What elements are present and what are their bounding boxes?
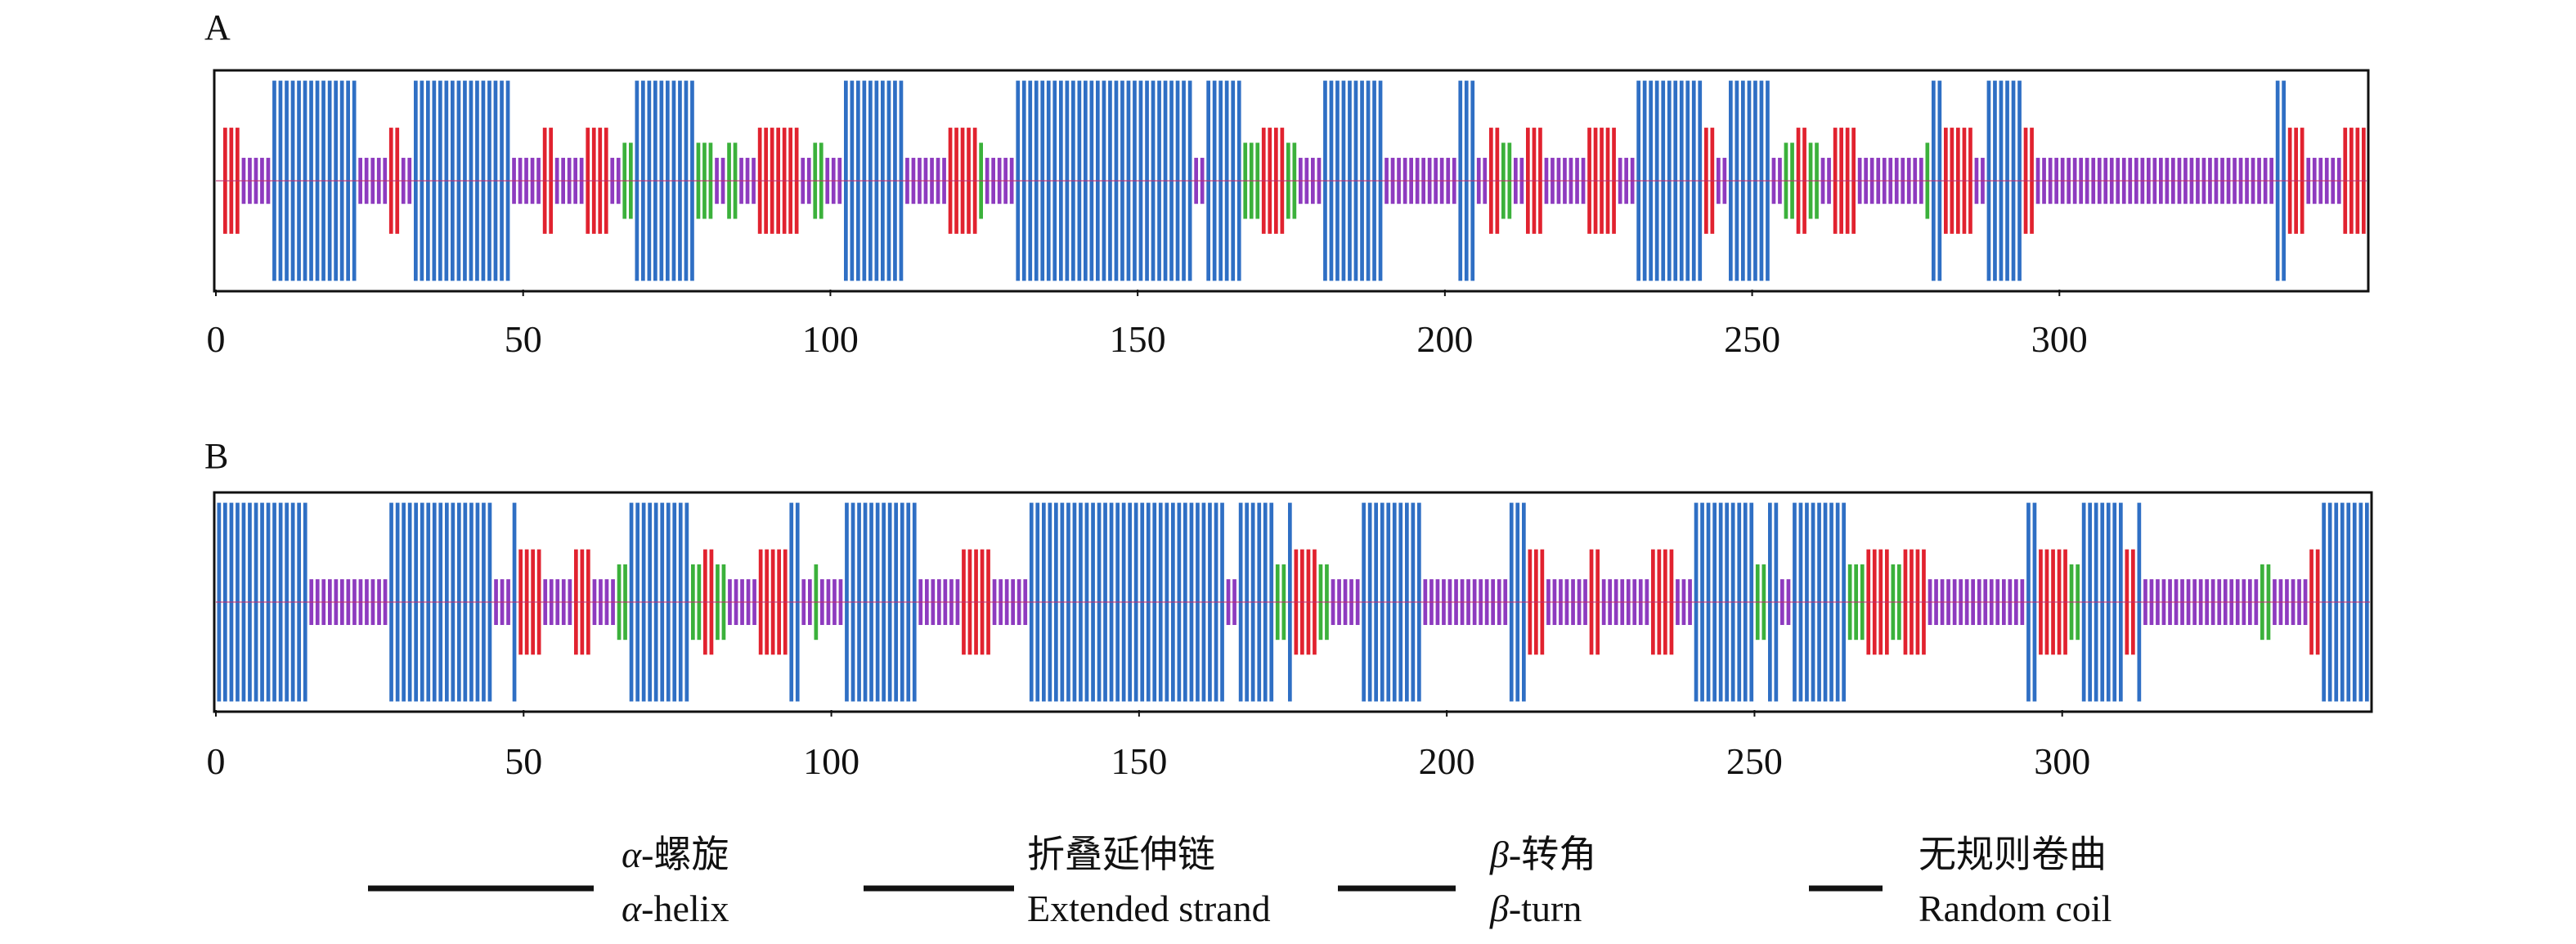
legend-coil-en: Random coil <box>1919 888 2112 929</box>
legend-strand-zh: 折叠延伸链 <box>1027 834 1215 875</box>
x-tick-label: 300 <box>2034 740 2090 782</box>
x-tick-label: 50 <box>505 740 542 782</box>
panel-a-marks <box>216 80 2367 281</box>
legend-strand-en: Extended strand <box>1027 888 1271 929</box>
legend-helix-en-text: -helix <box>641 888 729 929</box>
legend-helix-en-symbol: α <box>622 888 642 929</box>
x-tick-label: 250 <box>1724 318 1780 360</box>
x-tick-label: 300 <box>2031 318 2088 360</box>
legend-helix-en: α-helix <box>622 888 729 929</box>
legend-turn-zh-text: -转角 <box>1509 834 1596 875</box>
x-tick-label: 0 <box>207 318 226 360</box>
x-tick-label: 100 <box>802 318 859 360</box>
panel-b-marks <box>216 502 2370 702</box>
x-tick-label: 200 <box>1419 740 1475 782</box>
x-tick-label: 50 <box>505 318 542 360</box>
panel-label-a: A <box>204 7 231 47</box>
x-tick-label: 100 <box>803 740 859 782</box>
legend-helix-zh-text: -螺旋 <box>641 834 729 875</box>
panel-a-frame <box>213 69 2370 293</box>
panel-label-b: B <box>204 436 228 476</box>
legend-turn-en: β-turn <box>1489 888 1582 929</box>
panel-b-x-axis: 0 50 100 150 200 250 300 <box>207 710 2090 782</box>
x-tick-label: 250 <box>1726 740 1783 782</box>
panel-a-x-axis: 0 50 100 150 200 250 300 <box>207 290 2088 360</box>
legend-helix-zh: α-螺旋 <box>622 834 729 875</box>
legend-coil-zh: 无规则卷曲 <box>1919 834 2107 875</box>
legend-turn-en-symbol: β <box>1489 888 1509 929</box>
x-tick-label: 200 <box>1416 318 1473 360</box>
legend-turn-zh-symbol: β <box>1489 834 1509 875</box>
panel-b-frame <box>213 491 2373 713</box>
x-tick-label: 150 <box>1110 318 1166 360</box>
legend-helix-zh-symbol: α <box>622 834 642 875</box>
legend-turn-zh: β-转角 <box>1489 834 1596 875</box>
legend-turn-en-text: -turn <box>1509 888 1582 929</box>
x-tick-label: 150 <box>1111 740 1167 782</box>
legend: α-螺旋 α-helix 折叠延伸链 Extended strand β-转角 … <box>368 834 2112 929</box>
x-tick-label: 0 <box>207 740 226 782</box>
